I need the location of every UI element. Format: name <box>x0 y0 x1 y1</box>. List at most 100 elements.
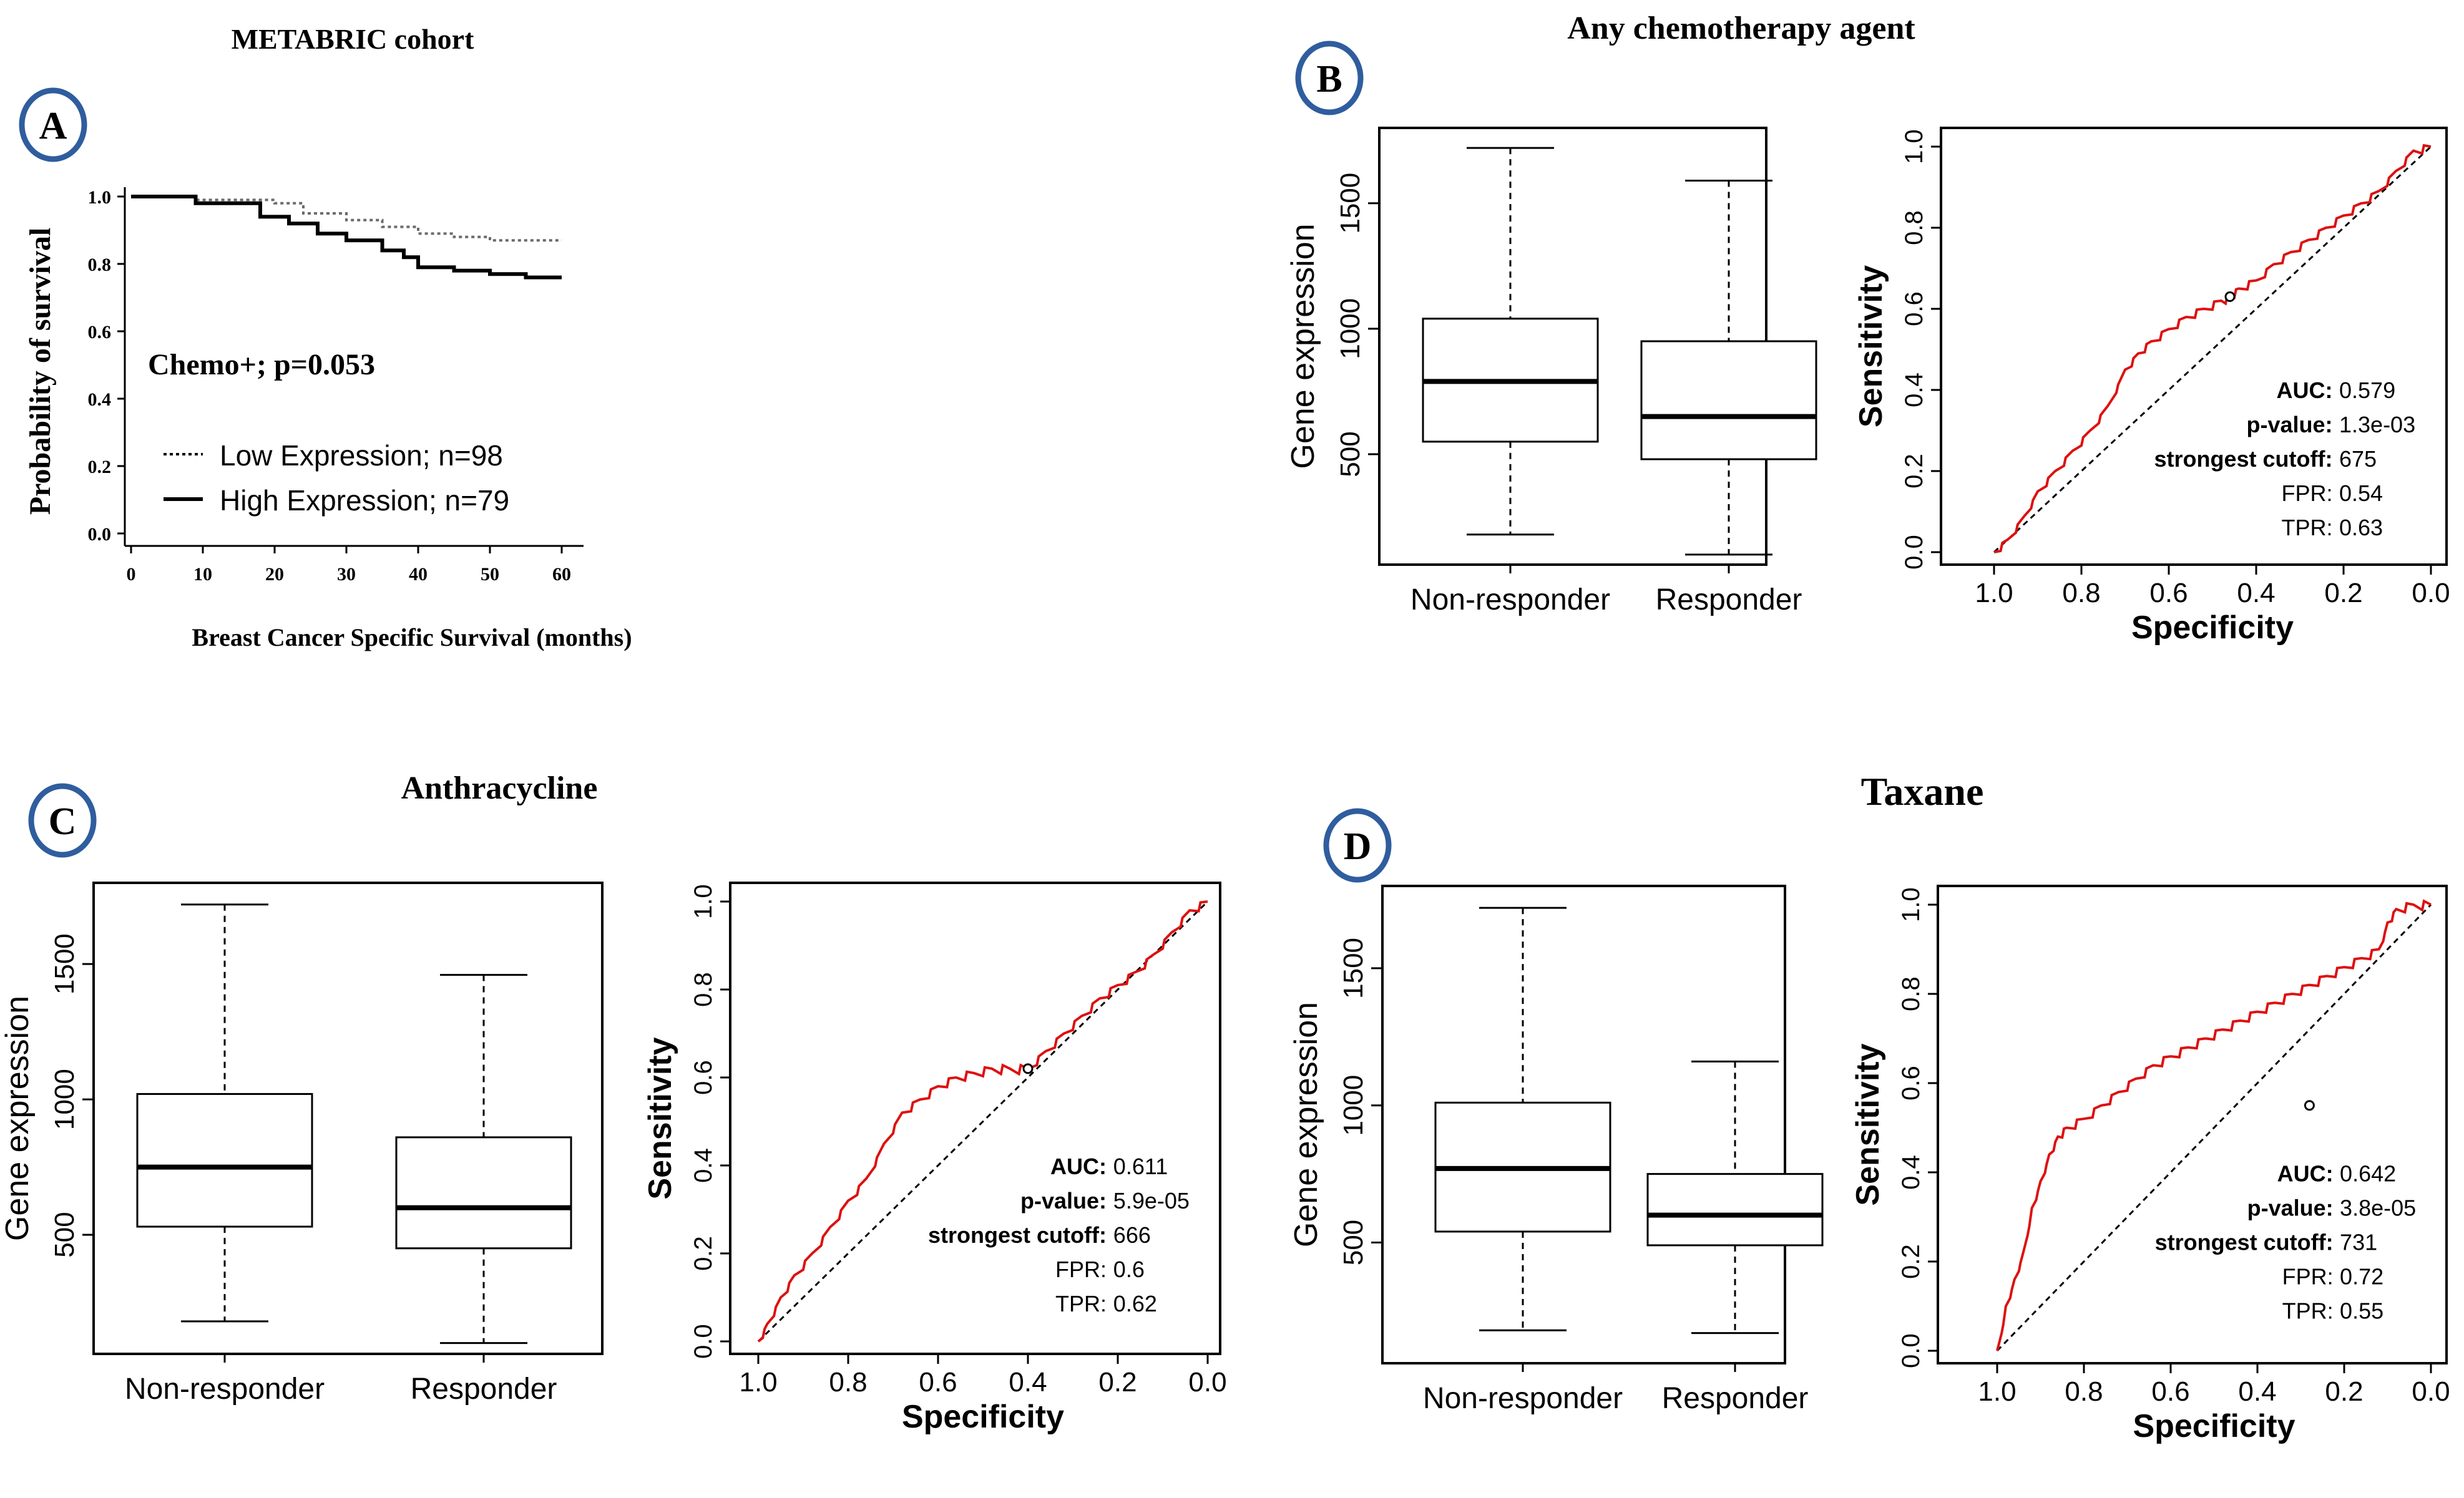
boxplot-y-tick-label: 500 <box>1338 1220 1369 1265</box>
km-x-tick-label: 40 <box>409 564 428 585</box>
km-y-tick-label: 0.2 <box>88 457 112 477</box>
km-x-tick-label: 50 <box>481 564 499 585</box>
roc-stat-value: 0.54 <box>2339 480 2383 506</box>
boxplot-y-tick-label: 1500 <box>1338 938 1369 999</box>
boxplot-frame <box>1381 885 1786 1364</box>
roc-stat-value: 0.55 <box>2340 1298 2383 1323</box>
roc-x-tick-label: 0.8 <box>2062 578 2100 608</box>
badge-d-letter: D <box>1344 825 1372 868</box>
km-y-tick-label: 0.6 <box>88 322 112 343</box>
km-x-tick-label: 30 <box>337 564 356 585</box>
plots-layer: 0 10 20 30 40 50 60 0.0 0.2 0.4 0.6 0.8 1.0 Breast Ca… <box>0 127 2450 1444</box>
roc-stat-value: 666 <box>1113 1222 1151 1248</box>
box-iqr <box>136 1092 313 1228</box>
box-iqr <box>1640 340 1817 460</box>
roc-x-label: Specificity <box>2131 610 2294 646</box>
roc-stat-key: p-value: <box>1020 1188 1107 1213</box>
roc-y-tick-label: 0.6 <box>1900 291 1928 326</box>
roc-x-tick-label: 1.0 <box>1978 1376 2016 1407</box>
roc-y-tick-label: 0.0 <box>690 1324 717 1359</box>
roc-stat-value: 5.9e-05 <box>1113 1188 1190 1213</box>
km-y-tick-label: 0.0 <box>88 524 112 545</box>
roc-stat-key: AUC: <box>2277 377 2333 403</box>
boxplot-y-label: Gene expression <box>1285 223 1321 469</box>
roc-stat-key: TPR: <box>2281 515 2332 540</box>
roc-optimal-point <box>2224 291 2236 302</box>
roc-x-tick-label: 0.0 <box>1188 1367 1226 1398</box>
roc-y-label: Sensitivity <box>642 1037 678 1199</box>
roc-y-tick-label: 1.0 <box>690 884 717 919</box>
roc-stat-key: strongest cutoff: <box>2154 446 2333 472</box>
badge-b-letter: B <box>1316 58 1342 100</box>
roc-stat-key: TPR: <box>2282 1298 2334 1323</box>
roc-curve <box>1996 899 2432 1351</box>
km-x-tick-label: 20 <box>265 564 284 585</box>
badge-d-ring <box>1323 808 1392 883</box>
roc-y-tick-label: 0.2 <box>1900 454 1928 489</box>
roc-stat-value: 0.6 <box>1113 1257 1145 1282</box>
km-x-label: Breast Cancer Specific Survival (months) <box>192 623 632 651</box>
roc-stat-key: p-value: <box>2247 1195 2334 1220</box>
km-legend-label: High Expression; n=79 <box>220 484 509 517</box>
badge-c-ring <box>28 783 97 858</box>
roc-stat-value: 0.611 <box>1113 1154 1168 1179</box>
roc-curve <box>757 900 1208 1343</box>
boxplot-y-tick-label: 500 <box>49 1212 80 1257</box>
roc-x-tick-label: 0.4 <box>2238 1376 2276 1407</box>
roc-y-tick-label: 0.6 <box>690 1060 717 1095</box>
roc-stat-key: TPR: <box>1055 1291 1107 1316</box>
roc-x-tick-label: 0.8 <box>2065 1376 2103 1407</box>
roc-x-tick-label: 0.6 <box>2151 1376 2189 1407</box>
roc-stat-value: 0.72 <box>2340 1263 2383 1289</box>
boxplot-y-tick-label: 1000 <box>1338 1075 1369 1136</box>
roc-stat-value: 731 <box>2340 1229 2377 1255</box>
roc-stat-value: 675 <box>2339 446 2377 472</box>
roc-y-tick-label: 0.2 <box>690 1236 717 1271</box>
roc-y-tick-label: 1.0 <box>1900 129 1928 164</box>
roc-x-label: Specificity <box>2133 1408 2295 1444</box>
boxplot-y-label: Gene expression <box>0 996 36 1241</box>
roc-optimal-point <box>2304 1100 2315 1111</box>
boxplot-y-tick-label: 1500 <box>1335 173 1366 234</box>
box-iqr <box>395 1136 572 1250</box>
roc-x-tick-label: 0.4 <box>2237 578 2275 608</box>
panel-a-title: METABRIC cohort <box>232 23 475 55</box>
km-y-label: Probability of survival <box>24 228 57 515</box>
roc-frame <box>1940 127 2448 566</box>
roc-stat-value: 0.579 <box>2339 377 2395 403</box>
roc-x-tick-label: 0.2 <box>2324 578 2362 608</box>
km-series-2 <box>131 195 562 280</box>
roc-stat-key: AUC: <box>2277 1160 2334 1186</box>
km-series-1 <box>131 195 562 242</box>
panel-d-title: Taxane <box>1861 769 1984 814</box>
panel-b-title: Any chemotherapy agent <box>1567 11 1915 46</box>
roc-frame <box>729 882 1221 1355</box>
roc-stat-value: 0.62 <box>1113 1291 1157 1316</box>
panel-c-badge: C <box>28 783 97 858</box>
boxplot-category-label: Responder <box>1662 1382 1809 1415</box>
km-y-tick-label: 1.0 <box>88 187 112 208</box>
boxplot-category-label: Non-responder <box>1410 583 1610 616</box>
roc-x-tick-label: 0.4 <box>1009 1367 1047 1398</box>
panel-c-title: Anthracycline <box>401 771 598 806</box>
roc-y-tick-label: 0.4 <box>690 1148 717 1183</box>
roc-curve <box>1993 143 2432 553</box>
roc-x-tick-label: 0.6 <box>919 1367 957 1398</box>
boxplot-category-label: Responder <box>1656 583 1802 616</box>
km-y-tick-label: 0.8 <box>88 255 112 275</box>
roc-x-tick-label: 0.2 <box>2325 1376 2363 1407</box>
boxplot-category-label: Non-responder <box>1423 1382 1623 1415</box>
roc-stat-value: 3.8e-05 <box>2340 1195 2416 1220</box>
roc-stat-value: 1.3e-03 <box>2339 412 2415 437</box>
roc-x-tick-label: 0.8 <box>829 1367 867 1398</box>
box-iqr <box>1646 1173 1824 1247</box>
roc-y-tick-label: 1.0 <box>1897 887 1925 922</box>
roc-stat-key: FPR: <box>2282 1263 2334 1289</box>
roc-optimal-point <box>1022 1063 1034 1074</box>
roc-stat-key: FPR: <box>1055 1257 1107 1282</box>
roc-stat-value: 0.642 <box>2340 1160 2396 1186</box>
roc-y-tick-label: 0.2 <box>1897 1244 1925 1279</box>
roc-x-tick-label: 0.0 <box>2412 578 2450 608</box>
roc-y-tick-label: 0.4 <box>1900 372 1928 407</box>
